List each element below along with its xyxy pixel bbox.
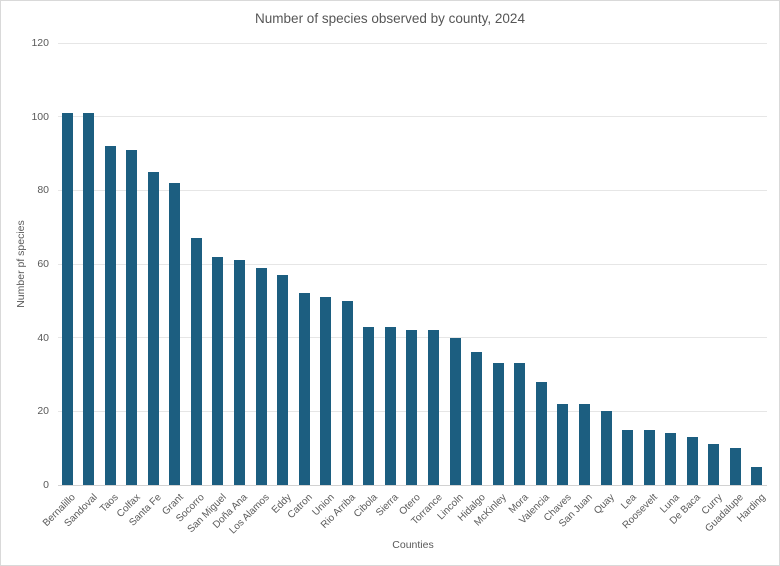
bar-union (320, 297, 332, 485)
bar-bernalillo (61, 112, 73, 485)
bar-lea (622, 429, 634, 485)
bar-rio-arriba (341, 300, 353, 485)
y-tick-label: 120 (31, 37, 49, 49)
bar-roosevelt (643, 429, 655, 485)
bar-chaves (557, 403, 569, 485)
bar-sierra (384, 326, 396, 485)
x-tick-label: Quay (592, 492, 617, 517)
bar-de-baca (686, 437, 698, 485)
bar-grant (169, 182, 181, 485)
bar-otero (406, 330, 418, 485)
bar-san-juan (578, 403, 590, 485)
bar-sandoval (83, 112, 95, 485)
bar-eddy (277, 275, 289, 485)
y-tick-label: 40 (37, 331, 49, 344)
bar-mckinley (492, 363, 504, 485)
bar-colfax (126, 149, 138, 485)
bar-socorro (190, 238, 202, 485)
gridline (58, 263, 767, 265)
plot-area (58, 42, 768, 486)
bar-santa-fe (147, 171, 159, 485)
y-tick-label: 100 (31, 110, 49, 123)
bar-quay (600, 411, 612, 485)
bar-cibola (363, 326, 375, 485)
gridline (58, 42, 767, 44)
bar-do-a-ana (233, 260, 245, 485)
gridline (58, 189, 767, 191)
x-axis-line (58, 484, 767, 486)
bar-valencia (535, 381, 547, 485)
y-tick-label: 20 (37, 405, 49, 418)
bar-harding (751, 466, 763, 485)
bar-curry (708, 444, 720, 485)
bar-guadalupe (729, 448, 741, 485)
x-axis-title: Counties (392, 539, 434, 551)
bar-luna (665, 433, 677, 485)
bar-los-alamos (255, 267, 267, 485)
gridline (58, 116, 767, 118)
chart-title: Number of species observed by county, 20… (255, 11, 525, 26)
y-tick-label: 60 (37, 258, 49, 270)
x-tick-label: Cibola (351, 492, 380, 520)
y-tick-label: 80 (37, 184, 49, 197)
bar-torrance (428, 330, 440, 485)
bar-mora (514, 363, 526, 485)
bar-hidalgo (471, 352, 483, 485)
bar-taos (104, 146, 116, 485)
y-tick-label: 0 (43, 479, 49, 491)
bar-catron (298, 293, 310, 485)
bar-lincoln (449, 337, 461, 485)
x-tick-label: Sierra (374, 492, 402, 519)
bar-san-miguel (212, 256, 224, 485)
